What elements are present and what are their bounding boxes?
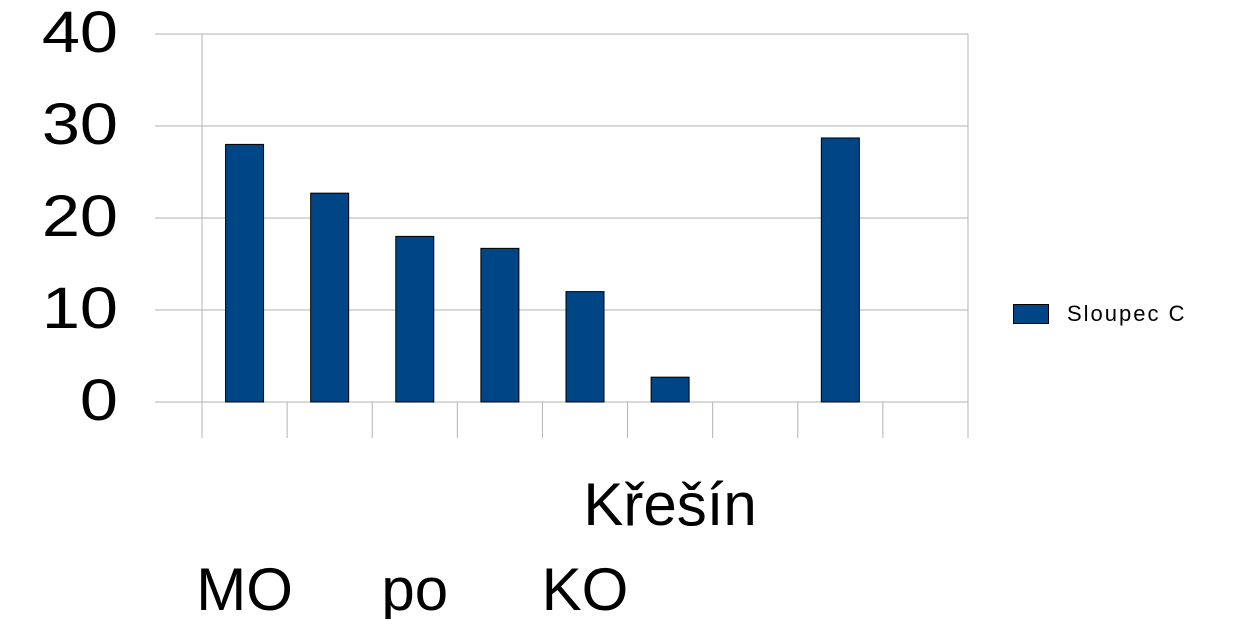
legend: Sloupec C: [1013, 301, 1187, 327]
y-axis-ticks: 0 10 20 30 40: [42, 1, 118, 433]
y-tick-label: 0: [80, 369, 118, 433]
x-axis-ticks: MO po KO Křešín: [196, 471, 757, 623]
bar: [650, 376, 690, 403]
bar-layer: [225, 137, 860, 403]
x-tick-label: KO: [542, 556, 629, 619]
bar: [310, 192, 350, 403]
bar: [565, 291, 605, 403]
x-tick-label: Křešín: [583, 471, 756, 538]
y-tick-label: 40: [42, 1, 118, 65]
grid-layer: [155, 33, 969, 438]
bar: [395, 235, 435, 403]
x-tick-label: po: [381, 556, 448, 619]
legend-label: Sloupec C: [1067, 301, 1187, 326]
bar: [480, 247, 520, 403]
x-tick-label: MO: [196, 556, 293, 619]
bar: [820, 137, 860, 403]
y-tick-label: 10: [42, 277, 118, 341]
legend-swatch: [1013, 304, 1049, 324]
y-tick-label: 20: [42, 185, 118, 249]
y-tick-label: 30: [42, 93, 118, 157]
bar: [225, 143, 265, 403]
